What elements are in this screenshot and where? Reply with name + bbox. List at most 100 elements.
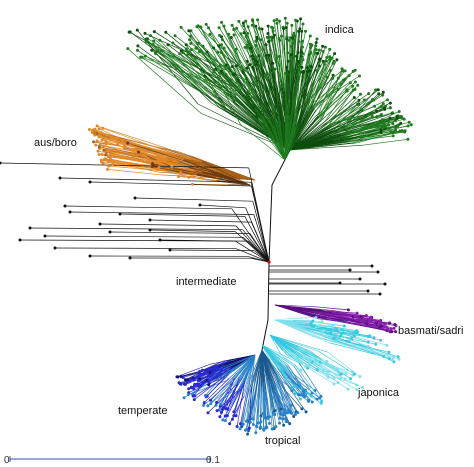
aus-boro-tip — [187, 175, 191, 179]
indica-tip — [178, 52, 182, 56]
temperate-tip — [247, 426, 251, 430]
indica-tip — [249, 46, 252, 50]
indica-branch — [316, 78, 339, 110]
indica-tip — [321, 44, 325, 48]
intermediate-tip — [383, 282, 387, 286]
aus-boro-branch — [107, 149, 167, 162]
temperate-branch — [240, 388, 248, 424]
japonica-tip — [355, 383, 359, 387]
label-tropical: tropical — [265, 435, 300, 447]
japonica-branch — [331, 332, 369, 347]
indica-tip — [339, 82, 343, 86]
aus-boro-tip — [109, 136, 113, 139]
tropical-branch — [277, 362, 306, 391]
indica-tip — [179, 49, 183, 53]
indica-tip — [385, 98, 389, 102]
temperate-tip — [234, 414, 238, 418]
indica-branch — [238, 21, 270, 76]
indica-branch — [240, 124, 286, 161]
backbone-branch — [261, 319, 269, 351]
indica-tip — [292, 31, 296, 35]
temperate-tip — [223, 414, 227, 418]
japonica-tip — [331, 324, 335, 328]
indica-tip — [297, 69, 301, 73]
indica-tip — [294, 54, 298, 58]
japonica-branch — [294, 323, 313, 327]
tropical-tip — [248, 420, 252, 424]
indica-tip — [135, 28, 139, 32]
indica-tip — [143, 54, 147, 58]
tropical-tip — [315, 397, 319, 401]
temperate-branch — [251, 354, 256, 387]
indica-tip — [300, 50, 303, 54]
indica-branch — [213, 69, 241, 103]
temperate-tip — [197, 383, 201, 387]
indica-tip — [298, 27, 302, 31]
japonica-tip — [300, 361, 304, 365]
tropical-tip — [296, 393, 300, 397]
aus-boro-tip — [142, 153, 145, 157]
indica-tip — [218, 63, 222, 67]
intermediate-branch — [109, 231, 251, 234]
aus-boro-branch — [107, 169, 161, 176]
basmati-sadri-branch — [327, 318, 388, 330]
temperate-tip — [178, 382, 182, 386]
indica-tip — [224, 73, 228, 77]
indica-branch — [253, 59, 268, 116]
indica-branch — [289, 117, 330, 151]
tropical-tip — [290, 411, 294, 415]
tropical-branch — [261, 349, 263, 388]
indica-branch — [346, 92, 384, 122]
indica-tip — [343, 77, 347, 81]
indica-tip — [299, 17, 303, 21]
japonica-branch — [329, 337, 390, 353]
temperate-branch — [219, 378, 236, 407]
japonica-tip — [343, 377, 347, 381]
indica-branch — [284, 101, 317, 161]
japonica-tip — [335, 329, 339, 333]
temperate-branch — [207, 384, 237, 413]
indica-tip — [409, 123, 413, 127]
intermediate-tip — [98, 222, 102, 226]
indica-tip — [315, 37, 319, 41]
indica-tip — [188, 34, 192, 38]
aus-boro-tip — [87, 128, 91, 131]
indica-tip — [273, 67, 277, 71]
indica-tip — [294, 18, 298, 22]
intermediate-branch — [89, 181, 252, 187]
aus-boro-branch — [136, 148, 180, 162]
intermediate-tip — [168, 248, 172, 252]
indica-tip — [381, 102, 385, 106]
intermediate-tip — [118, 212, 122, 216]
indica-tip — [173, 34, 177, 38]
temperate-branch — [215, 354, 256, 371]
indica-tip — [403, 130, 407, 134]
aus-boro-tip — [94, 143, 98, 147]
indica-tip — [230, 23, 234, 27]
temperate-tip — [222, 405, 225, 409]
aus-boro-tip — [157, 165, 161, 169]
indica-tip — [297, 60, 301, 63]
indica-tip — [257, 54, 261, 58]
indica-tip — [370, 115, 374, 118]
indica-tip — [389, 130, 393, 134]
indica-tip — [150, 48, 154, 52]
indica-tip — [317, 64, 321, 68]
tropical-branch — [239, 387, 251, 429]
tropical-branch — [269, 379, 280, 424]
japonica-tip — [391, 358, 395, 362]
aus-boro-tip — [115, 142, 119, 146]
indica-branch — [289, 134, 366, 151]
intermediate-tip — [148, 228, 152, 232]
indica-tip — [212, 46, 216, 50]
tropical-branch — [261, 349, 265, 383]
indica-tip — [402, 117, 406, 121]
japonica-tip — [350, 336, 354, 340]
indica-branch — [289, 127, 326, 151]
indica-tip — [158, 38, 162, 42]
tropical-tip — [273, 409, 277, 413]
japonica-tip — [304, 365, 308, 369]
indica-branch — [167, 44, 225, 88]
basmati-sadri-tip — [353, 314, 357, 318]
indica-tip — [248, 42, 252, 46]
